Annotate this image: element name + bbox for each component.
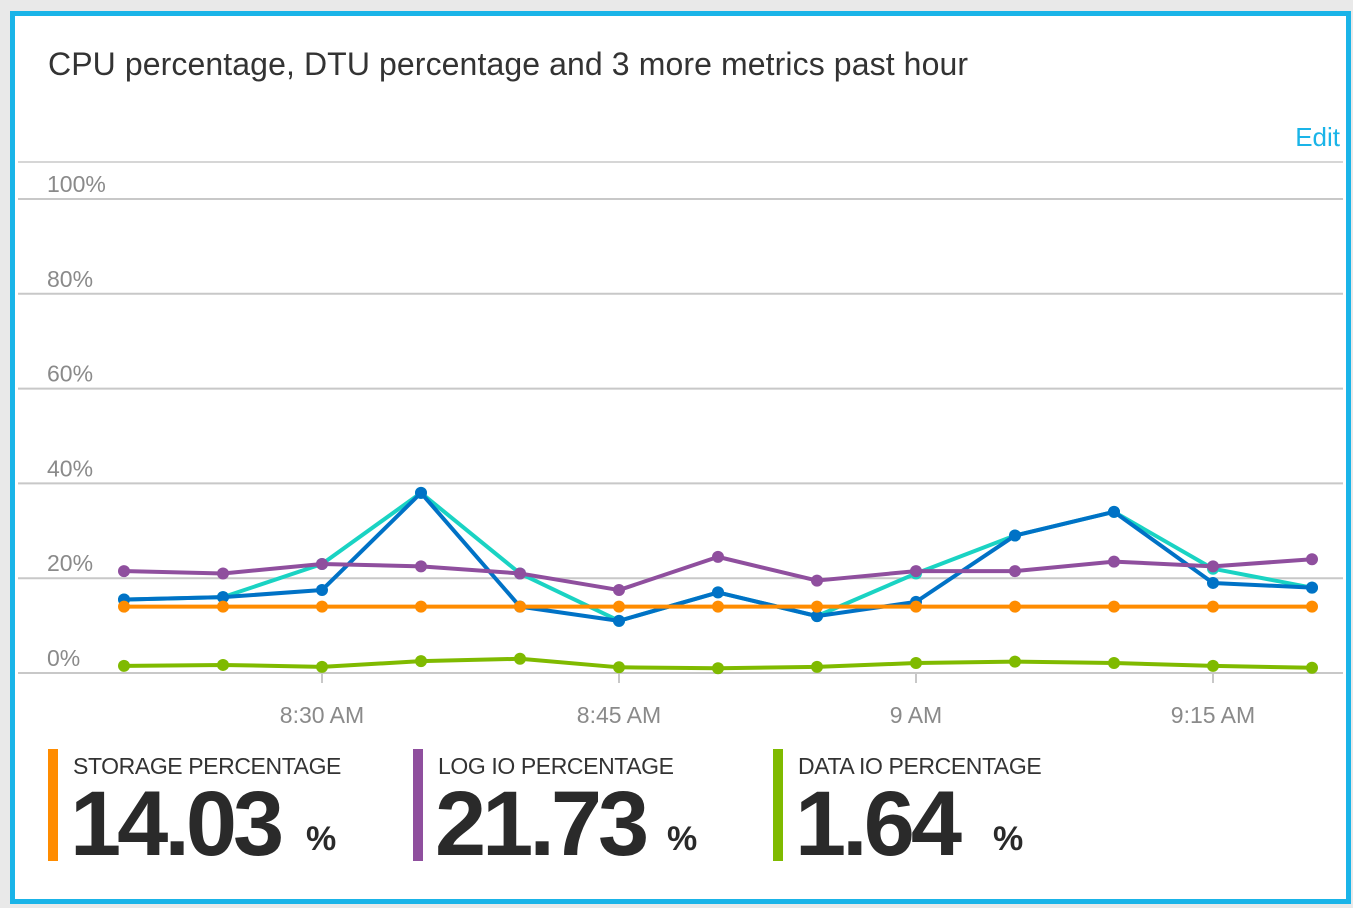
data-point	[1108, 600, 1120, 613]
data-point	[1207, 576, 1219, 589]
data-point	[613, 661, 625, 674]
metrics-tile[interactable]: CPU percentage, DTU percentage and 3 mor…	[10, 11, 1351, 904]
data-point	[1207, 659, 1219, 672]
data-point	[1306, 581, 1318, 594]
data-point	[514, 652, 526, 665]
data-point	[1009, 565, 1021, 578]
data-point	[1306, 553, 1318, 566]
data-point	[1306, 600, 1318, 613]
metric-color-bar	[48, 749, 58, 861]
data-point	[811, 660, 823, 673]
data-point	[217, 567, 229, 580]
metric-label: DATA IO PERCENTAGE	[798, 753, 1042, 779]
data-point	[217, 658, 229, 671]
metric-color-bar	[773, 749, 783, 861]
metrics-line-chart: 100% 80% 60% 40% 20% 0% 8:30 AM 8:45 AM 9 AM 9:15…	[18, 161, 1343, 728]
x-tick-label: 8:30 AM	[280, 702, 364, 728]
y-tick-label: 60%	[47, 361, 93, 387]
x-tick-label: 9:15 AM	[1171, 702, 1255, 728]
data-point	[316, 557, 328, 570]
data-point	[811, 574, 823, 587]
edit-link[interactable]: Edit	[1295, 122, 1340, 152]
data-point	[118, 565, 130, 578]
data-point	[415, 486, 427, 499]
data-point	[415, 655, 427, 668]
y-tick-label: 40%	[47, 455, 93, 481]
data-point	[613, 600, 625, 613]
metric-data-io-percentage[interactable]: DATA IO PERCENTAGE 1.64 %	[773, 749, 1093, 875]
data-point	[217, 591, 229, 604]
data-point	[415, 600, 427, 613]
data-point	[910, 600, 922, 613]
data-point	[415, 560, 427, 573]
metric-storage-percentage[interactable]: STORAGE PERCENTAGE 14.03 %	[48, 749, 368, 875]
data-point	[712, 600, 724, 613]
data-point	[1009, 600, 1021, 613]
data-point	[910, 565, 922, 578]
data-point	[712, 586, 724, 599]
data-point	[514, 600, 526, 613]
data-point	[712, 550, 724, 563]
y-tick-label: 0%	[47, 645, 80, 671]
data-point	[1108, 657, 1120, 670]
metric-unit: %	[993, 820, 1024, 858]
y-tick-label: 80%	[47, 266, 93, 292]
data-point	[1108, 555, 1120, 568]
y-tick-label: 100%	[47, 171, 106, 197]
data-point	[316, 584, 328, 597]
x-tick-label: 9 AM	[890, 702, 942, 728]
metric-unit: %	[667, 820, 698, 858]
data-point	[1207, 600, 1219, 613]
data-point	[217, 600, 229, 613]
data-point	[712, 662, 724, 675]
metric-value: 14.03	[70, 773, 284, 875]
data-point	[613, 584, 625, 597]
tile-title: CPU percentage, DTU percentage and 3 mor…	[48, 46, 969, 82]
data-point	[1207, 560, 1219, 573]
data-point	[811, 600, 823, 613]
metric-label: STORAGE PERCENTAGE	[73, 753, 342, 779]
data-point	[1108, 505, 1120, 518]
data-point	[1009, 655, 1021, 668]
x-tick-label: 8:45 AM	[577, 702, 661, 728]
y-tick-label: 20%	[47, 550, 93, 576]
metric-log-io-percentage[interactable]: LOG IO PERCENTAGE 21.73 %	[413, 749, 733, 875]
metric-color-bar	[413, 749, 423, 861]
data-point	[1009, 529, 1021, 542]
data-point	[514, 567, 526, 580]
metric-unit: %	[306, 820, 337, 858]
data-point	[316, 660, 328, 673]
metric-value: 1.64	[795, 773, 962, 875]
data-point	[910, 657, 922, 670]
metric-value: 21.73	[435, 773, 649, 875]
data-point	[613, 614, 625, 627]
data-point	[118, 600, 130, 613]
data-point	[316, 600, 328, 613]
data-point	[1306, 661, 1318, 674]
data-point	[118, 659, 130, 672]
metric-label: LOG IO PERCENTAGE	[438, 753, 674, 779]
data-point	[811, 610, 823, 623]
